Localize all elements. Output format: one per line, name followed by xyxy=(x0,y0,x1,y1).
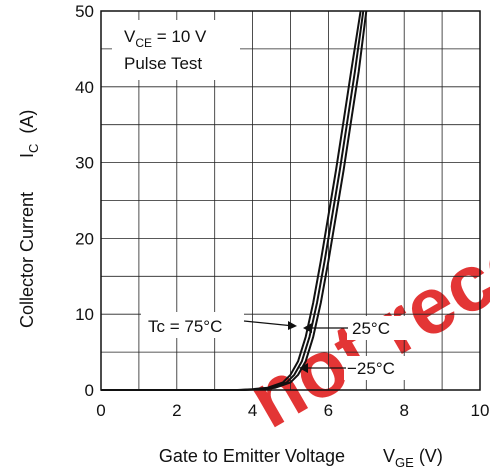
conditions-box: VCE = 10 V Pulse Test xyxy=(112,20,240,80)
conditions-line-1: VCE = 10 V xyxy=(124,27,207,50)
annotation-m25-background xyxy=(344,356,410,380)
plot-frame xyxy=(100,10,481,391)
series-group xyxy=(101,10,368,391)
x-tick-label: 0 xyxy=(96,401,105,420)
annotation-75-arrowhead xyxy=(288,321,297,330)
y-axis-label: Collector Current xyxy=(17,192,37,328)
x-tick-label: 4 xyxy=(248,401,257,420)
series-line-0 xyxy=(237,10,362,391)
x-tick-label: 2 xyxy=(172,401,181,420)
annotation-25c: 25°C xyxy=(352,319,390,338)
watermark-group: not recommended xyxy=(234,21,490,445)
conditions-background xyxy=(112,20,240,80)
y-axis-symbol: IC(A) xyxy=(17,110,41,158)
annotation-25-background xyxy=(347,316,407,340)
x-tick-label: 6 xyxy=(324,401,333,420)
conditions-line-2: Pulse Test xyxy=(124,54,202,73)
x-axis-symbol: VGE (V) xyxy=(383,446,443,470)
annotation-75-background xyxy=(141,312,244,338)
y-tick-labels: 0 10 20 30 40 50 xyxy=(75,2,94,400)
x-tick-label: 8 xyxy=(399,401,408,420)
annotation-tc-75: Tc = 75°C xyxy=(148,317,222,336)
y-tick-label: 10 xyxy=(75,305,94,324)
annotation-75-leader xyxy=(243,320,295,327)
x-tick-labels: 0 2 4 6 8 10 xyxy=(96,401,489,420)
x-tick-label: 10 xyxy=(471,401,490,420)
annotation-25-arrowhead xyxy=(303,323,312,333)
annotation-minus-25c: −25°C xyxy=(347,359,395,378)
y-tick-label: 0 xyxy=(85,381,94,400)
annotations: Tc = 75°C 25°C −25°C xyxy=(141,312,410,380)
y-tick-label: 40 xyxy=(75,78,94,97)
y-tick-label: 30 xyxy=(75,154,94,173)
y-tick-label: 20 xyxy=(75,229,94,248)
annotation-m25-arrowhead xyxy=(299,363,308,373)
series-line-2 xyxy=(244,10,368,391)
x-axis-label: Gate to Emitter Voltage xyxy=(159,446,345,466)
watermark: not recommended xyxy=(234,21,490,445)
y-tick-label: 50 xyxy=(75,2,94,21)
